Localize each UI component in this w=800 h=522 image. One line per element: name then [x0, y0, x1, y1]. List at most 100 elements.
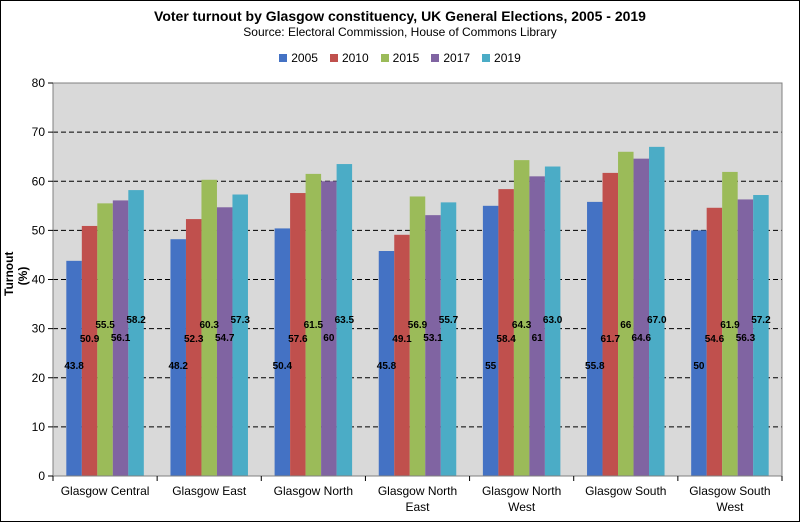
y-tick-label: 50	[32, 223, 46, 237]
bar	[201, 179, 217, 476]
data-label: 60	[323, 333, 335, 344]
y-tick-label: 60	[32, 174, 46, 188]
legend-item: 2017	[431, 51, 470, 65]
y-tick-label: 10	[32, 420, 46, 434]
bar	[216, 207, 233, 476]
data-label: 61.7	[601, 334, 621, 345]
legend-swatch	[329, 54, 338, 62]
data-label: 53.1	[423, 333, 443, 344]
bar	[321, 181, 337, 476]
bar	[290, 193, 306, 477]
y-tick-label: 20	[32, 371, 46, 385]
legend-item: 2010	[329, 51, 369, 65]
legend-label: 2015	[392, 51, 420, 65]
legend-item: 2019	[482, 51, 521, 65]
bar	[232, 194, 248, 477]
bar	[529, 176, 545, 476]
legend-label: 2005	[291, 51, 318, 65]
bar	[753, 195, 769, 476]
data-label: 56.3	[736, 333, 756, 344]
data-label: 52.3	[184, 334, 204, 345]
legend-label: 2010	[341, 51, 369, 65]
bar	[722, 171, 738, 476]
x-tick-label: Glasgow Central	[61, 484, 150, 498]
legend-label: 2017	[443, 51, 471, 65]
bar	[737, 199, 754, 476]
x-tick-label: Glasgow North East	[378, 484, 457, 514]
data-label: 61	[532, 333, 544, 344]
data-label: 56.9	[408, 320, 428, 331]
data-label: 50.9	[80, 334, 100, 345]
legend-swatch	[482, 54, 491, 62]
y-tick-label: 0	[38, 469, 45, 483]
data-label: 64.3	[512, 320, 532, 331]
data-label: 56.1	[111, 333, 131, 344]
legend-label: 2019	[494, 51, 521, 65]
y-tick-label: 40	[32, 273, 46, 287]
bar	[170, 239, 186, 476]
data-label: 49.1	[392, 334, 412, 345]
bar	[633, 158, 650, 476]
chart-title: Voter turnout by Glasgow constituency, U…	[154, 8, 646, 24]
bar	[706, 207, 723, 476]
y-tick-label: 80	[32, 76, 46, 90]
chart-subtitle: Source: Electoral Commission, House of C…	[243, 25, 557, 39]
data-label: 55.5	[95, 320, 115, 331]
bar	[587, 201, 603, 476]
data-label: 54.7	[215, 333, 235, 344]
bar	[440, 202, 457, 476]
data-label: 63.0	[543, 315, 563, 326]
data-label: 57.2	[751, 315, 771, 326]
y-tick-label: 70	[32, 125, 46, 139]
data-label: 48.2	[168, 361, 188, 372]
bar	[649, 146, 665, 477]
legend-item: 2015	[380, 51, 420, 65]
bar	[482, 205, 499, 476]
bar	[274, 228, 291, 476]
bar	[81, 225, 98, 476]
data-label: 50.4	[273, 361, 293, 372]
data-label: 67.0	[647, 315, 667, 326]
y-tick-label: 30	[32, 322, 46, 336]
x-tick-label: Glasgow North West	[482, 484, 561, 514]
x-tick-label: Glasgow East	[172, 484, 247, 498]
bar	[544, 166, 561, 476]
data-label: 45.8	[377, 361, 397, 372]
data-label: 55	[485, 361, 497, 372]
bar	[409, 196, 426, 476]
bar	[97, 203, 113, 476]
bar	[128, 190, 144, 476]
data-label: 57.6	[288, 334, 308, 345]
legend-swatch	[279, 54, 288, 62]
legend: 2005 2010 2015 2017 2019	[0, 51, 800, 65]
data-label: 54.6	[705, 334, 725, 345]
legend-swatch	[431, 54, 440, 62]
legend-swatch	[380, 54, 389, 62]
bar	[185, 219, 202, 477]
bar	[498, 189, 514, 477]
bar	[66, 260, 82, 476]
data-label: 57.3	[230, 315, 250, 326]
legend-item: 2005	[279, 51, 318, 65]
data-label: 55.8	[585, 361, 605, 372]
bar	[394, 234, 410, 476]
data-label: 58.2	[126, 315, 146, 326]
data-label: 66	[620, 320, 632, 331]
bar	[513, 160, 530, 476]
bar	[618, 151, 634, 476]
x-tick-label: Glasgow North	[274, 484, 353, 498]
data-label: 55.7	[439, 315, 459, 326]
bar	[602, 172, 619, 476]
data-label: 61.9	[720, 320, 740, 331]
data-label: 63.5	[335, 315, 355, 326]
data-label: 58.4	[496, 334, 516, 345]
bar	[336, 164, 353, 476]
bar	[378, 251, 395, 476]
bar	[425, 215, 441, 477]
data-label: 43.8	[64, 361, 84, 372]
data-label: 61.5	[304, 320, 324, 331]
bar	[112, 200, 129, 476]
data-label: 50	[693, 361, 705, 372]
bar	[691, 230, 707, 476]
